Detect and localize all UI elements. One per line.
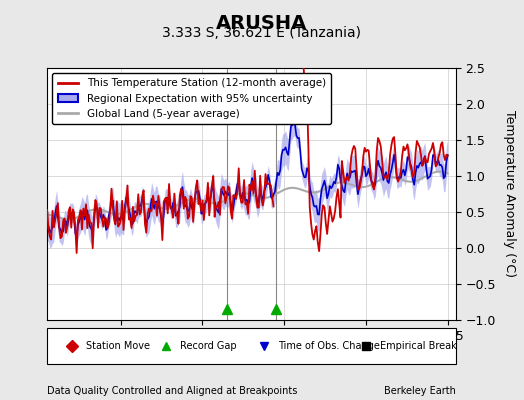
Text: Time of Obs. Change: Time of Obs. Change — [278, 341, 380, 351]
Text: Record Gap: Record Gap — [180, 341, 237, 351]
FancyBboxPatch shape — [47, 328, 456, 364]
Legend: This Temperature Station (12-month average), Regional Expectation with 95% uncer: This Temperature Station (12-month avera… — [52, 73, 331, 124]
Y-axis label: Temperature Anomaly (°C): Temperature Anomaly (°C) — [503, 110, 516, 278]
Text: 3.333 S, 36.621 E (Tanzania): 3.333 S, 36.621 E (Tanzania) — [162, 26, 362, 40]
Text: ARUSHA: ARUSHA — [216, 14, 308, 33]
Text: Empirical Break: Empirical Break — [380, 341, 457, 351]
Text: Station Move: Station Move — [86, 341, 150, 351]
Text: Data Quality Controlled and Aligned at Breakpoints: Data Quality Controlled and Aligned at B… — [47, 386, 298, 396]
Text: Berkeley Earth: Berkeley Earth — [384, 386, 456, 396]
